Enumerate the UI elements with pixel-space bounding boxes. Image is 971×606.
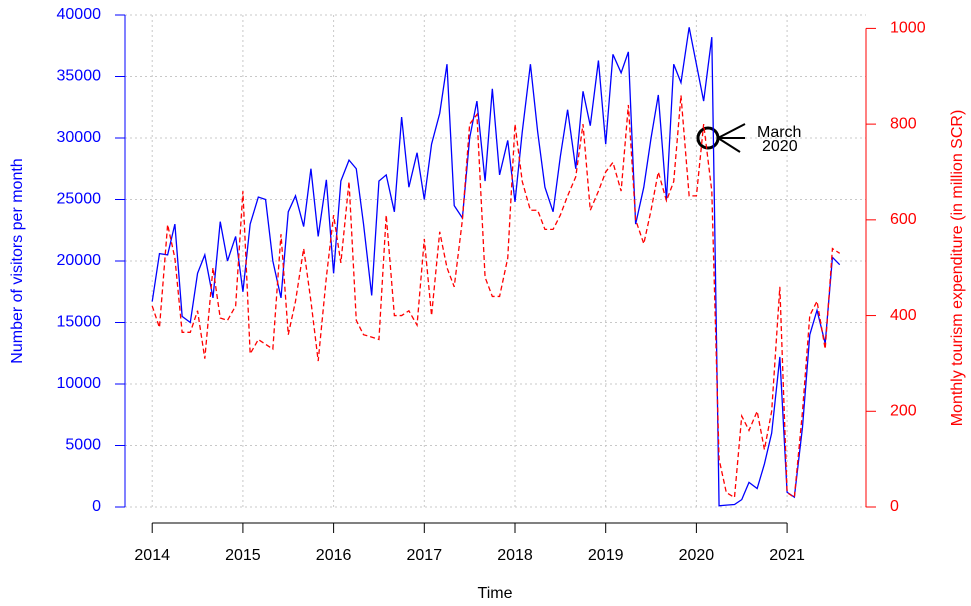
y-tick-label: 10000	[57, 375, 102, 392]
x-tick-label: 2019	[588, 547, 624, 564]
series-line	[151, 95, 841, 499]
annotation-text: 2020	[762, 138, 798, 155]
x-tick-label: 2016	[316, 547, 352, 564]
y-tick-label: 25000	[57, 191, 102, 208]
y-tick-label: 5000	[65, 437, 101, 454]
annotation-arrow	[717, 123, 746, 139]
x-tick-label: 2014	[134, 547, 170, 564]
y2-tick-label: 600	[890, 211, 917, 228]
y2-tick-label: 400	[890, 307, 917, 324]
y-tick-label: 40000	[57, 6, 102, 23]
x-tick-label: 2020	[679, 547, 715, 564]
y2-tick-label: 800	[890, 115, 917, 132]
x-tick-label: 2018	[497, 547, 533, 564]
y-tick-label: 35000	[57, 68, 102, 85]
y-tick-label: 30000	[57, 129, 102, 146]
x-tick-label: 2021	[769, 547, 805, 564]
y-tick-label: 0	[92, 498, 101, 515]
x-axis-title: Time	[478, 585, 513, 602]
x-tick-label: 2015	[225, 547, 261, 564]
y-tick-label: 20000	[57, 252, 102, 269]
y2-tick-label: 200	[890, 402, 917, 419]
annotation-text: March	[757, 124, 801, 141]
y2-tick-label: 1000	[890, 20, 926, 37]
y-axis-title: Number of visitors per month	[9, 158, 26, 363]
x-tick-label: 2017	[407, 547, 443, 564]
annotation-arrow	[717, 137, 741, 153]
series-line	[151, 27, 841, 507]
y2-axis-title: Monthly tourism expenditure (in million …	[949, 110, 966, 427]
y2-tick-label: 0	[890, 498, 899, 515]
y-tick-label: 15000	[57, 314, 102, 331]
